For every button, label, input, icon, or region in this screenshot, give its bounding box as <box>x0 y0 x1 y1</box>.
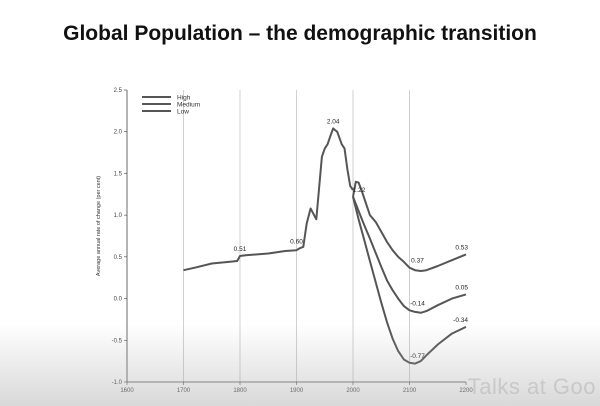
data-label: 2.04 <box>327 118 340 125</box>
y-tick-label: 2.0 <box>114 130 123 136</box>
series-line-medium <box>352 196 467 314</box>
legend-label: Medium <box>177 101 200 108</box>
annotation-layer: 0.51 0.60 2.04 1.22 0.37 0.53 -0.14 0.05 -0.77 -0… <box>234 118 469 359</box>
series-line-high <box>352 180 467 272</box>
x-tick-label: 2100 <box>403 388 417 394</box>
legend-label: High <box>177 94 191 101</box>
x-tick-label: 1800 <box>233 388 247 394</box>
watermark: Talks at Goo <box>467 374 596 399</box>
data-label: 0.60 <box>290 239 303 246</box>
x-tick-label: 1700 <box>177 388 191 394</box>
data-label: -0.34 <box>453 317 468 324</box>
x-tick-label: 1900 <box>290 388 304 394</box>
data-label: 0.53 <box>455 244 468 251</box>
data-label: -0.77 <box>410 353 425 360</box>
y-axis-label: Average annual rate of change (per cent) <box>96 176 102 276</box>
data-label: -0.14 <box>410 300 425 307</box>
data-label: 0.05 <box>455 284 468 291</box>
y-tick-label: -0.5 <box>112 338 123 344</box>
grid-layer <box>183 90 410 382</box>
x-tick-label: 2200 <box>459 388 473 394</box>
data-label: 1.22 <box>353 187 366 194</box>
series-line-low <box>352 196 467 365</box>
axis-layer: 2.5 2.0 1.5 1.0 0.5 0.0 -0.5 -1.0 1600 1700 1800 19… <box>112 88 474 394</box>
x-tick-label: 1600 <box>120 388 134 394</box>
data-label: 0.37 <box>411 258 424 265</box>
legend-label: Low <box>177 108 189 115</box>
y-tick-label: 0.0 <box>114 297 123 303</box>
x-tick-label: 2000 <box>346 388 360 394</box>
data-label: 0.51 <box>234 246 247 253</box>
series-line-historical <box>183 127 354 272</box>
y-tick-label: 2.5 <box>114 88 123 94</box>
y-tick-label: -1.0 <box>112 380 123 386</box>
y-tick-label: 1.0 <box>114 213 123 219</box>
y-tick-label: 1.5 <box>114 171 123 177</box>
y-tick-label: 0.5 <box>114 255 123 261</box>
series-layer <box>183 127 467 365</box>
slide-title: Global Population – the demographic tran… <box>63 22 537 45</box>
